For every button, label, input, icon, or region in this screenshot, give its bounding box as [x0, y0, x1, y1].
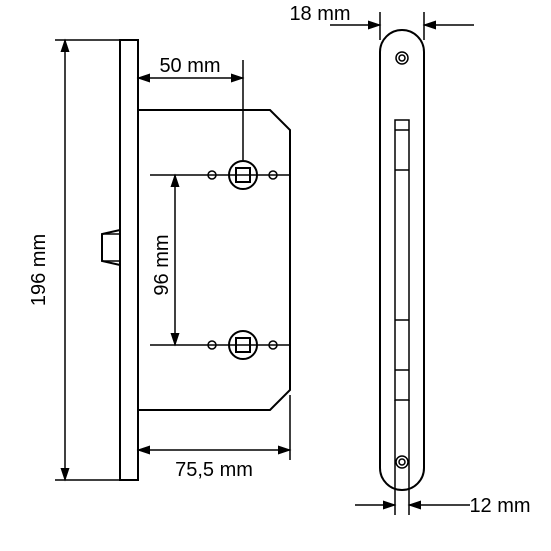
- lock-dimension-diagram: 196 mm 50 mm 96 mm 75,5 mm 18 mm 12 mm: [0, 0, 551, 551]
- strike-screw-bottom: [396, 456, 408, 468]
- dim-75-label: 75,5 mm: [175, 459, 253, 481]
- faceplate: [120, 40, 138, 480]
- dim-96-label: 96 mm: [151, 234, 173, 295]
- strike-plate-outer: [380, 30, 424, 490]
- strike-screw-top: [396, 52, 408, 64]
- dim-50-label: 50 mm: [159, 55, 220, 77]
- strike-plate-inner: [395, 120, 409, 400]
- dim-12-label: 12 mm: [469, 495, 530, 517]
- dim-196-label: 196 mm: [28, 234, 50, 306]
- latch-bolt: [102, 230, 120, 265]
- dim-18-label: 18 mm: [289, 3, 350, 25]
